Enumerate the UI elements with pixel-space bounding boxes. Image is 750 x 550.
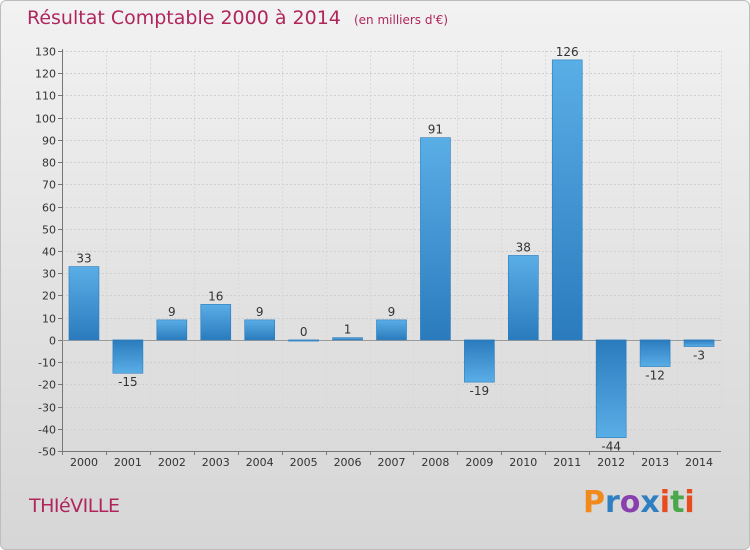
x-tick-label: 2005 — [290, 456, 318, 469]
proxiti-logo: Proxiti — [583, 485, 695, 520]
x-tick-label: 2012 — [597, 456, 625, 469]
y-tick-label: 10 — [42, 313, 56, 326]
bar-2011 — [551, 59, 583, 341]
bar-2004 — [244, 319, 275, 341]
data-label: -12 — [645, 369, 665, 383]
data-label: 9 — [168, 305, 176, 319]
y-tick-label: 130 — [35, 46, 56, 59]
bar-2013 — [639, 339, 671, 367]
y-tick-label: 20 — [42, 290, 56, 303]
y-tick-label: 120 — [35, 68, 56, 81]
bar-2002 — [156, 319, 188, 341]
data-label: -19 — [470, 384, 490, 398]
bar-2009 — [464, 339, 495, 383]
bar-2008 — [420, 137, 451, 341]
x-tick-label: 2000 — [70, 456, 98, 469]
y-tick-label: -30 — [38, 402, 56, 415]
x-tick-label: 2007 — [378, 456, 406, 469]
y-tick-label: -40 — [38, 424, 56, 437]
x-tick-label: 2008 — [421, 456, 449, 469]
data-label: 0 — [300, 325, 308, 339]
y-tick-label: 50 — [42, 224, 56, 237]
y-tick-label: -20 — [38, 379, 56, 392]
chart-title: Résultat Comptable 2000 à 2014 (en milli… — [27, 7, 448, 29]
y-tick-label: 100 — [35, 113, 56, 126]
bar-2012 — [595, 339, 627, 438]
title-unit: (en milliers d'€) — [353, 13, 449, 27]
bar-2000 — [68, 266, 100, 341]
x-tick-label: 2006 — [334, 456, 362, 469]
logo-letter: t — [670, 485, 685, 520]
x-tick-label: 2009 — [465, 456, 493, 469]
y-tick-label: -50 — [38, 446, 56, 459]
x-tick-label: 2003 — [202, 456, 230, 469]
y-tick-label: -10 — [38, 357, 56, 370]
data-label: 126 — [556, 45, 579, 59]
data-label: 33 — [76, 252, 91, 266]
data-label: -3 — [693, 349, 705, 363]
logo-letter: o — [619, 485, 641, 520]
bar-2007 — [376, 319, 407, 341]
data-label: 1 — [344, 323, 352, 337]
x-tick-label: 2014 — [685, 456, 713, 469]
logo-letter: r — [605, 485, 620, 520]
data-label: -15 — [118, 375, 138, 389]
x-tick-label: 2004 — [246, 456, 274, 469]
x-tick-label: 2010 — [509, 456, 537, 469]
data-label: -44 — [601, 440, 621, 454]
bar-2010 — [507, 255, 539, 341]
city-name: THIéVILLE — [29, 495, 120, 517]
y-tick-label: 60 — [42, 202, 56, 215]
y-tick-label: 110 — [35, 90, 56, 103]
x-tick-label: 2011 — [553, 456, 581, 469]
y-tick-label: 30 — [42, 268, 56, 281]
bar-2006 — [332, 337, 363, 341]
data-label: 38 — [516, 240, 531, 254]
axes: -50-40-30-20-100102030405060708090100110… — [35, 46, 721, 469]
logo-letter: x — [640, 485, 660, 520]
y-tick-label: 70 — [42, 179, 56, 192]
y-tick-label: 40 — [42, 246, 56, 259]
logo-letter: P — [583, 485, 605, 520]
data-labels: 33 -15 9 16 9 0 1 9 91 -19 38 126 -44 -12 -3 — [76, 45, 705, 454]
x-tick-label: 2002 — [158, 456, 186, 469]
y-tick-label: 90 — [42, 135, 56, 148]
y-tick-label: 80 — [42, 157, 56, 170]
data-label: 16 — [208, 289, 223, 303]
data-label: 91 — [428, 123, 443, 137]
title-main: Résultat Comptable 2000 à 2014 — [27, 7, 341, 29]
bar-2003 — [200, 304, 232, 341]
bar-2001 — [112, 339, 144, 374]
x-tick-label: 2013 — [641, 456, 669, 469]
data-label: 9 — [256, 305, 264, 319]
data-label: 9 — [388, 305, 396, 319]
bar-2014 — [683, 339, 715, 347]
bars — [68, 59, 715, 438]
y-tick-label: 0 — [49, 335, 56, 348]
x-tick-label: 2001 — [114, 456, 142, 469]
logo-letter: i — [659, 485, 671, 520]
logo-letter: i — [684, 485, 695, 520]
bar-2005 — [288, 339, 319, 342]
